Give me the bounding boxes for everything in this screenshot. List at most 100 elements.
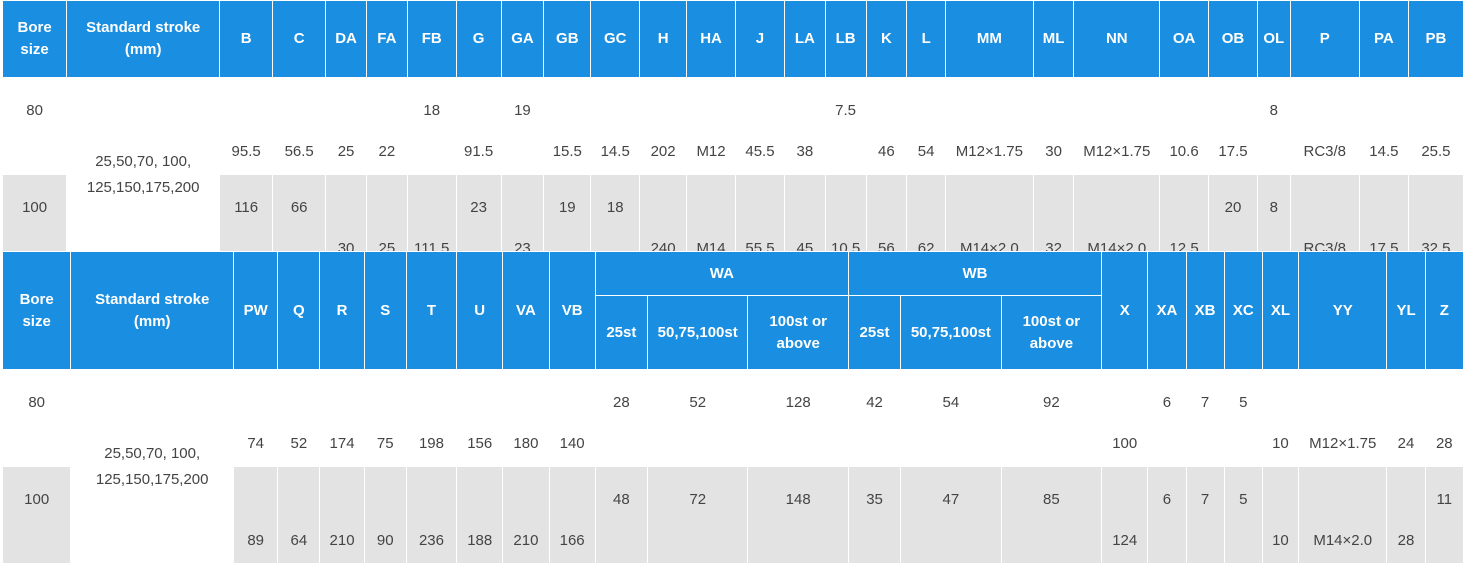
table-cell: 46 (865, 77, 908, 175)
table-cell: 30 (1032, 77, 1075, 175)
header-cell: VA (502, 251, 550, 370)
header-standard-stroke: Standard stroke (mm) (66, 0, 221, 78)
header-standard-stroke: Standard stroke (mm) (70, 251, 235, 370)
header-cell: YY (1298, 251, 1388, 370)
header-sub-cell: 50,75,100st (646, 295, 749, 370)
header-cell: K (865, 0, 908, 78)
table-cell: 95.5 (219, 77, 274, 175)
table-cell: 166 (548, 466, 596, 564)
header-cell: P (1289, 0, 1360, 78)
header-cell: X (1101, 251, 1149, 370)
header-cell: LB (824, 0, 867, 78)
table-cell: 47 (900, 466, 1002, 564)
bore-size-cell: 100 (1, 466, 72, 564)
table-cell: 85 (1000, 466, 1103, 564)
table-cell: 5 (1223, 369, 1263, 467)
table-cell: 202 (639, 77, 688, 175)
header-cell: DA (325, 0, 367, 78)
table-2-subheader-row: 25st 50,75,100st 100st or above 25st 50,… (3, 295, 1464, 370)
header-cell: YL (1386, 251, 1426, 370)
table-cell: 72 (646, 466, 749, 564)
table-cell: 10 (1261, 466, 1300, 564)
standard-stroke-cell: 25,50,70, 100, 125,150,175,200 (66, 77, 221, 272)
table-cell: 92 (1000, 369, 1103, 467)
bore-size-cell: 80 (1, 369, 72, 467)
table-1-header-row: Bore size Standard stroke (mm) B C DA FA… (1, 0, 1465, 78)
table-2-header-row: Bore size Standard stroke (mm) PW Q R S … (1, 251, 1465, 370)
table-cell: 15.5 (543, 77, 592, 175)
header-cell: Z (1424, 251, 1465, 370)
table-cell: 188 (456, 466, 504, 564)
table-cell: 25 (325, 77, 367, 175)
table-cell: 56.5 (272, 77, 327, 175)
table-cell: 5 (1223, 466, 1263, 564)
table-cell: 74 (233, 369, 279, 467)
table-cell: 14.5 (1358, 77, 1409, 175)
table-cell: 54 (900, 369, 1002, 467)
table-cell: 38 (783, 77, 826, 175)
table-cell: 35 (847, 466, 902, 564)
header-cell: LA (783, 0, 826, 78)
header-cell: C (272, 0, 327, 78)
table-cell: 48 (594, 466, 648, 564)
header-cell: T (405, 251, 458, 370)
table-row: 80 25,50,70, 100, 125,150,175,200 74 52 … (1, 369, 1465, 564)
header-sub-cell: 100st or above (1000, 295, 1103, 370)
header-cell: H (639, 0, 688, 78)
table-cell: 6 (1147, 369, 1187, 467)
standard-stroke-cell: 25,50,70, 100, 125,150,175,200 (70, 369, 235, 564)
table-cell: 7.5 (824, 77, 867, 175)
header-wa-group: WA (594, 251, 849, 296)
header-cell: NN (1073, 0, 1161, 78)
header-cell: R (319, 251, 365, 370)
table-cell: M12×1.75 (945, 77, 1034, 175)
header-cell: S (363, 251, 407, 370)
table-cell: 6 (1147, 466, 1187, 564)
table-cell: 11 (1424, 466, 1465, 564)
table-cell: 210 (319, 466, 365, 564)
table-cell: 28 (1424, 369, 1465, 467)
table-cell: 90 (363, 466, 407, 564)
header-cell: Q (277, 251, 321, 370)
table-cell: 174 (319, 369, 365, 467)
table-cell: 14.5 (590, 77, 641, 175)
header-sub-cell: 25st (847, 295, 902, 370)
table-cell: 25.5 (1407, 77, 1465, 175)
table-cell: 28 (1386, 466, 1426, 564)
header-cell: HA (686, 0, 736, 78)
table-cell: 124 (1101, 466, 1149, 564)
header-cell: ML (1032, 0, 1075, 78)
table-cell: 140 (548, 369, 596, 467)
table-cell: 45.5 (735, 77, 785, 175)
table-cell: 180 (502, 369, 550, 467)
header-cell: XA (1147, 251, 1187, 370)
header-cell: B (219, 0, 274, 78)
header-sub-cell: 100st or above (747, 295, 849, 370)
table-cell: 17.5 (1208, 77, 1258, 175)
header-cell: GC (590, 0, 641, 78)
table-cell: RC3/8 (1289, 77, 1360, 175)
dimension-table-1: Bore size Standard stroke (mm) B C DA FA… (1, 0, 1465, 272)
header-bore-size: Bore size (1, 0, 68, 78)
header-wb-group: WB (847, 251, 1103, 296)
header-sub-cell: 25st (594, 295, 648, 370)
table-cell: 24 (1386, 369, 1426, 467)
table-cell: 22 (365, 77, 408, 175)
table-cell: 64 (277, 466, 321, 564)
header-cell: PW (233, 251, 279, 370)
header-cell: XC (1223, 251, 1263, 370)
table-cell: 18 (406, 77, 457, 175)
table-cell: 7 (1185, 369, 1225, 467)
header-cell: FA (365, 0, 408, 78)
table-cell: 8 (1256, 77, 1291, 175)
table-cell: 52 (646, 369, 749, 467)
header-cell: FB (406, 0, 457, 78)
table-cell: 198 (405, 369, 458, 467)
table-cell: 75 (363, 369, 407, 467)
table-cell: 7 (1185, 466, 1225, 564)
header-cell: OB (1208, 0, 1258, 78)
table-cell: 128 (747, 369, 849, 467)
table-cell: 52 (277, 369, 321, 467)
table-cell: 19 (500, 77, 545, 175)
table-cell: M14×2.0 (1298, 466, 1388, 564)
